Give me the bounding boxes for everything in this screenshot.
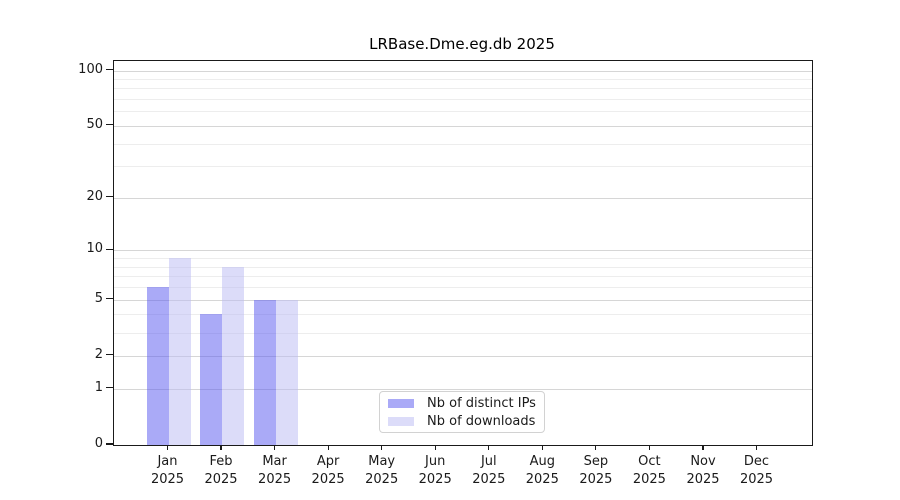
gridline-minor xyxy=(114,276,812,278)
x-tick-month: Sep xyxy=(583,454,609,469)
x-tick-label: Jul 2025 xyxy=(454,453,524,489)
legend-item-downloads: Nb of downloads xyxy=(386,414,538,429)
x-tick-month: Oct xyxy=(638,454,661,469)
x-tick-label: Nov 2025 xyxy=(668,453,738,489)
y-tick-label: 0 xyxy=(94,436,103,451)
gridline-minor xyxy=(114,99,812,101)
gridline-major xyxy=(114,197,812,199)
x-tick-month: Nov xyxy=(690,454,716,469)
x-tick-label: Oct 2025 xyxy=(614,453,684,489)
x-tick-month: Aug xyxy=(529,454,555,469)
gridline-major xyxy=(114,70,812,72)
x-tick-month: Jun xyxy=(425,454,446,469)
x-tick-mark xyxy=(648,445,650,450)
gridline-minor xyxy=(114,166,812,168)
bar-distinct-ips-jan xyxy=(146,287,169,445)
y-tick-mark xyxy=(106,68,113,71)
gridline-minor xyxy=(114,314,812,316)
y-tick-mark xyxy=(106,443,113,445)
x-tick-month: Apr xyxy=(316,454,340,469)
x-tick-year: 2025 xyxy=(418,472,452,487)
gridline-minor xyxy=(114,143,812,145)
x-tick-mark xyxy=(327,445,329,450)
x-tick-mark xyxy=(381,445,383,450)
x-tick-year: 2025 xyxy=(686,472,720,487)
gridline-minor xyxy=(114,78,812,80)
x-tick-label: Apr 2025 xyxy=(293,453,363,489)
x-tick-label: Feb 2025 xyxy=(186,453,256,489)
chart-title: LRBase.Dme.eg.db 2025 xyxy=(369,35,555,53)
y-tick-mark xyxy=(106,248,113,250)
x-tick-mark xyxy=(220,445,222,450)
x-tick-label: Jun 2025 xyxy=(400,453,470,489)
y-tick-label: 2 xyxy=(94,346,103,362)
gridline-major xyxy=(114,299,812,301)
y-tick-mark xyxy=(106,124,113,126)
x-tick-mark xyxy=(434,445,436,450)
x-tick-year: 2025 xyxy=(204,472,238,487)
x-tick-label: Sep 2025 xyxy=(561,453,631,489)
gridline-minor xyxy=(114,111,812,113)
x-tick-month: Jul xyxy=(480,454,497,469)
x-tick-year: 2025 xyxy=(150,472,185,487)
y-tick-label: 50 xyxy=(86,116,103,132)
y-tick-mark xyxy=(106,298,113,300)
x-tick-year: 2025 xyxy=(311,472,345,487)
legend-label-downloads: Nb of downloads xyxy=(427,413,536,429)
y-tick-label: 100 xyxy=(78,61,103,77)
x-tick-month: Feb xyxy=(209,454,233,469)
gridline-minor xyxy=(114,332,812,334)
bar-downloads-jan xyxy=(168,258,191,445)
legend-label-distinct-ips: Nb of distinct IPs xyxy=(427,395,536,411)
x-tick-year: 2025 xyxy=(365,472,399,487)
x-tick-year: 2025 xyxy=(258,472,292,487)
x-tick-month: May xyxy=(368,454,396,469)
x-tick-label: Jan 2025 xyxy=(133,453,203,489)
x-tick-mark xyxy=(755,445,758,450)
x-tick-year: 2025 xyxy=(472,472,506,487)
legend-swatch-downloads xyxy=(388,416,414,426)
gridline-minor xyxy=(114,266,812,268)
x-tick-mark xyxy=(274,445,276,450)
bar-downloads-mar xyxy=(275,299,298,445)
gridline-major xyxy=(114,125,812,127)
x-tick-year: 2025 xyxy=(579,472,613,487)
y-tick-label: 5 xyxy=(94,290,103,306)
y-tick-mark xyxy=(106,196,113,198)
plot-area: Nb of distinct IPs Nb of downloads xyxy=(113,60,813,446)
y-tick-mark xyxy=(106,354,113,356)
legend: Nb of distinct IPs Nb of downloads xyxy=(379,391,545,433)
gridline-minor xyxy=(114,88,812,90)
x-tick-mark xyxy=(488,445,490,450)
bar-downloads-feb xyxy=(222,266,244,445)
x-tick-mark xyxy=(595,445,597,450)
x-tick-mark xyxy=(541,445,543,450)
x-tick-year: 2025 xyxy=(739,472,774,487)
x-tick-year: 2025 xyxy=(525,472,559,487)
gridline-minor xyxy=(114,287,812,289)
x-tick-label: Dec 2025 xyxy=(722,453,792,489)
y-tick-mark xyxy=(106,387,113,389)
x-tick-label: May 2025 xyxy=(347,453,417,489)
gridline-major xyxy=(114,355,812,357)
x-tick-month: Jan xyxy=(157,454,178,469)
x-tick-year: 2025 xyxy=(632,472,666,487)
x-tick-mark xyxy=(166,445,169,450)
x-tick-label: Aug 2025 xyxy=(507,453,577,489)
legend-swatch-distinct-ips xyxy=(388,398,414,408)
gridline-major xyxy=(114,388,812,390)
gridline-minor xyxy=(114,258,812,260)
legend-item-distinct-ips: Nb of distinct IPs xyxy=(386,396,538,411)
x-tick-month: Dec xyxy=(743,454,770,469)
x-tick-label: Mar 2025 xyxy=(240,453,310,489)
gridline-major xyxy=(114,250,812,252)
bar-distinct-ips-mar xyxy=(253,299,276,445)
x-tick-mark xyxy=(702,445,704,450)
y-tick-label: 20 xyxy=(86,188,103,204)
bar-distinct-ips-feb xyxy=(200,314,222,445)
y-tick-label: 1 xyxy=(94,379,103,395)
y-tick-label: 10 xyxy=(86,241,103,257)
x-tick-month: Mar xyxy=(262,454,287,469)
